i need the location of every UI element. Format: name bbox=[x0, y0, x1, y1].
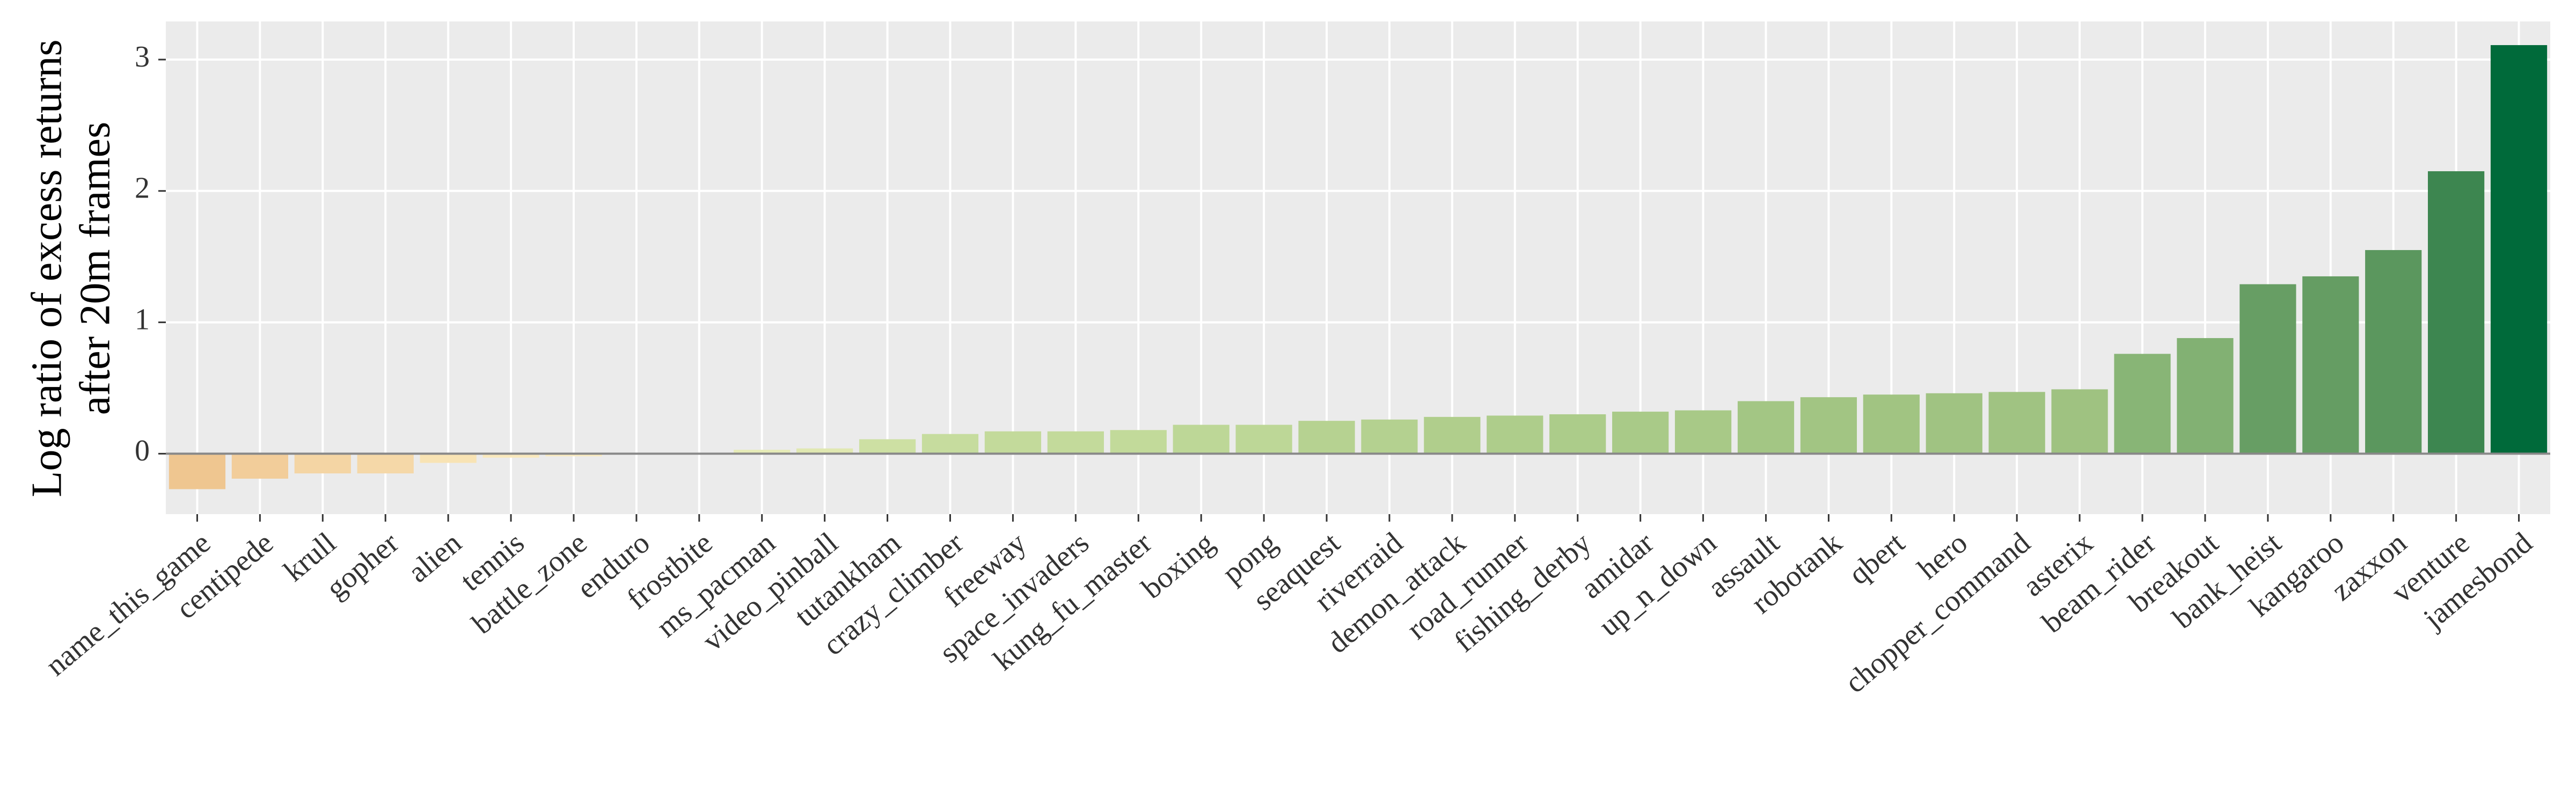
y-tick-label: 1 bbox=[135, 303, 150, 336]
bar bbox=[2365, 250, 2422, 454]
bar bbox=[357, 453, 414, 474]
bar bbox=[294, 453, 351, 474]
y-tick-label: 2 bbox=[135, 172, 150, 205]
bar bbox=[859, 439, 916, 454]
bar bbox=[1110, 430, 1167, 454]
bar bbox=[1863, 394, 1920, 454]
bar bbox=[796, 448, 853, 454]
bar bbox=[231, 453, 288, 479]
bar bbox=[1424, 416, 1481, 454]
bar bbox=[1487, 415, 1543, 454]
bar bbox=[734, 450, 791, 454]
bar bbox=[2051, 389, 2108, 454]
y-tick-label: 3 bbox=[135, 40, 150, 74]
bar bbox=[1800, 397, 1857, 454]
bar bbox=[1612, 412, 1669, 454]
bar bbox=[1549, 414, 1606, 454]
bar bbox=[1173, 425, 1230, 454]
bar bbox=[2490, 45, 2548, 454]
bar bbox=[1298, 421, 1355, 454]
x-tick-label: alien bbox=[402, 526, 468, 589]
bar bbox=[420, 453, 477, 463]
x-tick-label: gopher bbox=[320, 526, 405, 605]
bar bbox=[1235, 425, 1292, 454]
y-axis-title: Log ratio of excess returns bbox=[23, 39, 70, 497]
bar bbox=[1047, 431, 1104, 454]
bar bbox=[2114, 354, 2171, 454]
bar bbox=[2177, 338, 2234, 454]
bar bbox=[1737, 401, 1795, 454]
bar bbox=[1361, 419, 1418, 454]
x-tick-label: boxing bbox=[1136, 526, 1221, 605]
bar bbox=[921, 434, 979, 454]
bar bbox=[984, 431, 1042, 454]
bar bbox=[2240, 284, 2296, 454]
x-tick-label: qbert bbox=[1842, 526, 1911, 591]
bar bbox=[2302, 276, 2359, 454]
y-axis-title: after 20m frames bbox=[71, 122, 119, 415]
bar bbox=[169, 453, 226, 489]
bar bbox=[2428, 171, 2485, 454]
bar bbox=[1674, 410, 1732, 454]
y-tick-label: 0 bbox=[135, 434, 150, 467]
bar bbox=[545, 453, 602, 457]
bar bbox=[482, 453, 539, 458]
bar bbox=[1988, 392, 2045, 454]
bar bbox=[1926, 393, 1982, 454]
